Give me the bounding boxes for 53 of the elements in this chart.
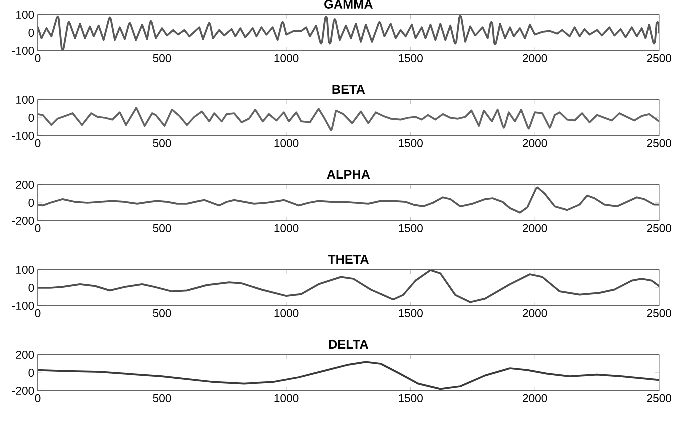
y-tick-label: 0 [28, 28, 34, 37]
x-tick-label: 1500 [399, 139, 423, 148]
y-tick-label: 0 [28, 114, 34, 122]
x-tick-label: 500 [153, 54, 172, 62]
y-tick-label: 100 [16, 96, 34, 104]
y-tick-label: -100 [12, 46, 34, 55]
x-tick-label: 1000 [274, 139, 299, 148]
x-tick-label: 2500 [647, 139, 672, 148]
x-tick-label: 2000 [523, 54, 548, 62]
x-tick-label: 2000 [523, 394, 548, 402]
x-tick-label: 1500 [399, 309, 423, 318]
x-tick-label: 2500 [647, 54, 672, 62]
y-tick-label: -100 [12, 302, 34, 310]
chart-title: THETA [328, 255, 369, 264]
x-tick-label: 1000 [274, 224, 299, 232]
x-tick-label: 0 [35, 139, 41, 148]
x-tick-label: 500 [153, 224, 172, 232]
chart-title: ALPHA [327, 170, 370, 179]
x-tick-label: 2000 [523, 224, 548, 232]
x-tick-label: 1500 [399, 54, 423, 62]
line-series [38, 107, 660, 132]
y-tick-label: 0 [28, 369, 34, 378]
x-tick-label: 1500 [399, 394, 423, 402]
x-tick-label: 0 [35, 54, 41, 62]
y-tick-label: 0 [28, 284, 34, 292]
x-tick-label: 2000 [523, 139, 548, 148]
x-tick-label: 2500 [647, 394, 672, 402]
line-series [38, 270, 660, 304]
y-tick-label: -200 [12, 387, 34, 396]
x-tick-label: 1500 [399, 224, 423, 232]
y-tick-label: -100 [12, 132, 34, 140]
x-tick-label: 500 [153, 394, 172, 402]
x-tick-label: 0 [35, 309, 41, 318]
y-tick-label: 0 [28, 199, 34, 208]
x-tick-label: 2500 [647, 224, 672, 232]
line-series [38, 14, 660, 51]
x-tick-label: 2500 [647, 309, 672, 318]
y-tick-label: 200 [16, 180, 34, 190]
x-tick-label: 1000 [274, 309, 299, 318]
x-tick-label: 0 [35, 394, 41, 402]
x-tick-label: 500 [153, 309, 172, 318]
y-tick-label: -200 [12, 217, 34, 226]
x-tick-label: 1000 [274, 54, 299, 62]
y-tick-label: 100 [16, 10, 34, 19]
x-tick-label: 1000 [274, 394, 299, 402]
chart-title: BETA [332, 85, 366, 94]
x-tick-label: 500 [153, 139, 172, 148]
y-tick-label: 100 [16, 266, 34, 274]
x-tick-label: 2000 [523, 309, 548, 318]
x-tick-label: 0 [35, 224, 41, 232]
chart-title: GAMMA [324, 0, 373, 9]
y-tick-label: 200 [16, 351, 34, 360]
chart-title: DELTA [329, 340, 369, 349]
